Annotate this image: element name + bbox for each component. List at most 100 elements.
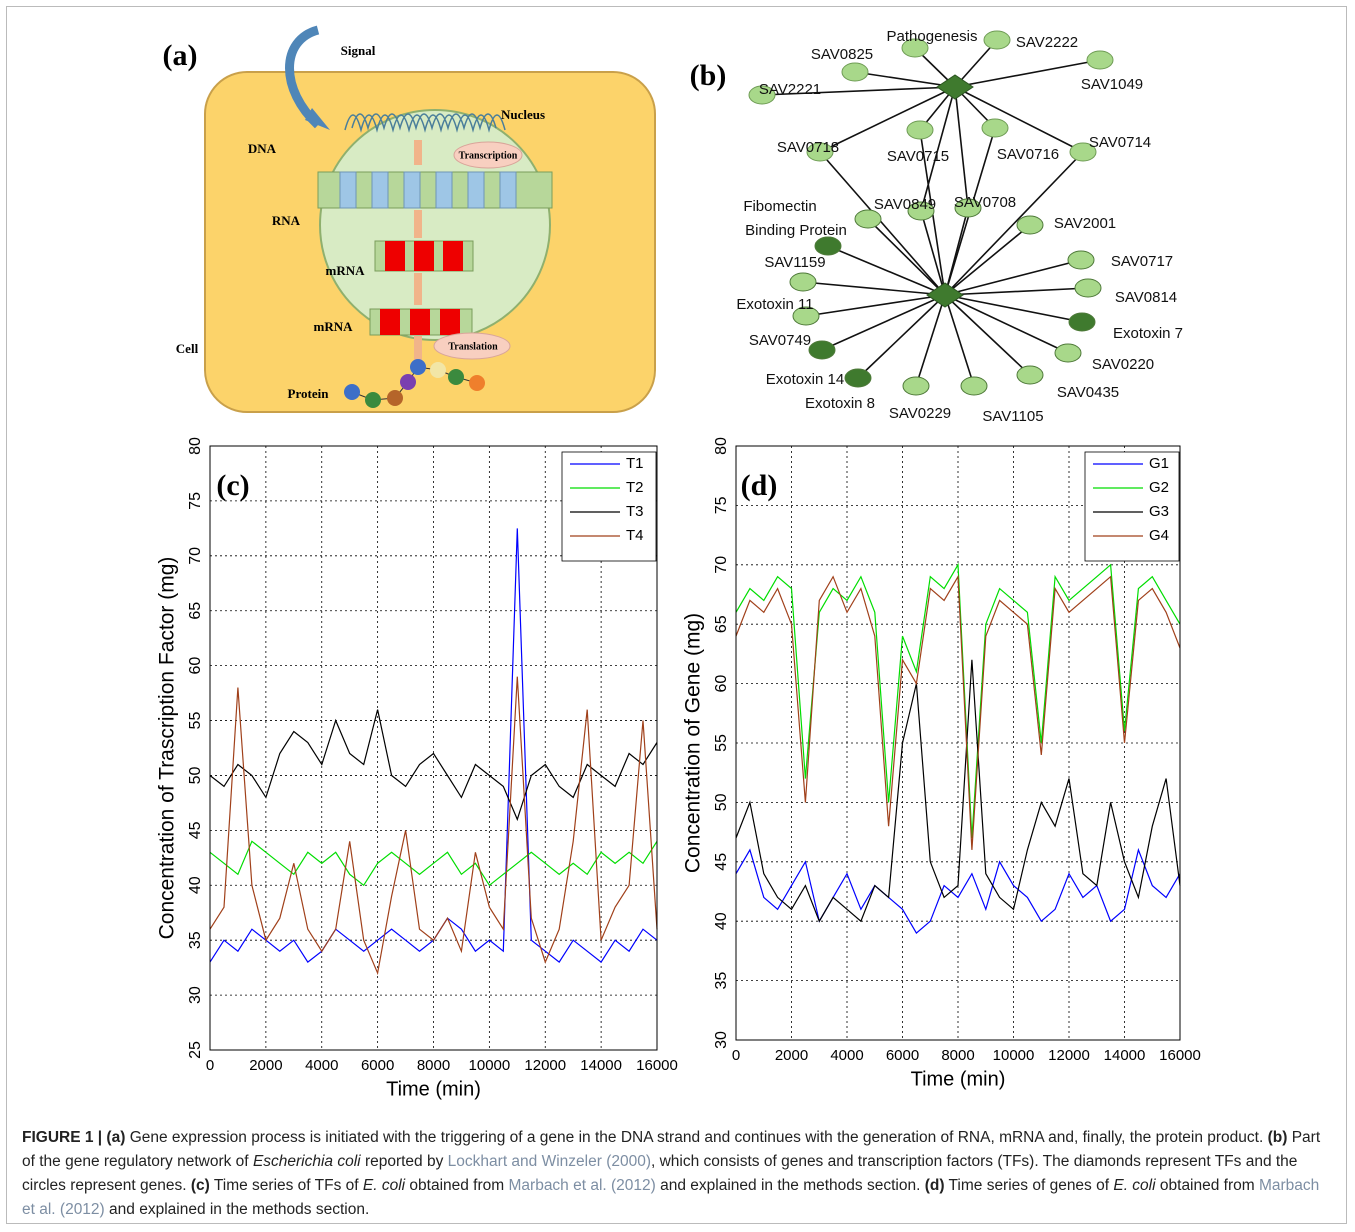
gene-node	[1074, 278, 1102, 298]
gene-node	[1067, 250, 1095, 270]
node-label: SAV2001	[1054, 215, 1116, 232]
gene-node	[954, 198, 982, 218]
y-axis-label: Concentration of Gene (mg)	[682, 613, 705, 873]
gene-node	[960, 376, 988, 396]
y-tick-label: 65	[187, 602, 204, 620]
series-line	[735, 847, 1181, 935]
network-edge	[944, 207, 969, 296]
rna-base	[339, 171, 357, 209]
transcription-cloud	[453, 141, 523, 169]
series-line	[735, 574, 1181, 850]
diagram-label: Nucleus	[501, 107, 545, 122]
codon	[440, 309, 460, 335]
node-label: SAV0708	[954, 194, 1016, 211]
amino-acid	[365, 392, 381, 408]
node-label: SAV0229	[889, 405, 951, 422]
caption-part: , which consists of genes and transcript…	[22, 1153, 1298, 1194]
x-tick-label: 8000	[941, 1047, 974, 1064]
panel-label: (a)	[163, 39, 198, 72]
series-line	[735, 659, 1181, 923]
y-tick-label: 65	[713, 615, 730, 633]
gene-node	[806, 142, 834, 162]
network-edge	[819, 86, 956, 153]
node-label: SAV0716	[997, 146, 1059, 163]
gene-node	[906, 120, 934, 140]
network-edge	[920, 86, 956, 212]
panel-a: (a) Signal Nucleus DNA Transcription RNA…	[163, 25, 656, 413]
panel-label: (b)	[690, 59, 727, 92]
diagram-label: Cell	[176, 341, 199, 356]
y-tick-label: 55	[713, 734, 730, 752]
caption-part: (d)	[924, 1177, 945, 1194]
x-tick-label: 0	[206, 1057, 214, 1074]
gene-node	[1016, 215, 1044, 235]
codon	[380, 309, 400, 335]
network-edge	[867, 218, 946, 296]
node-label: SAV0814	[1115, 289, 1177, 306]
citation-link[interactable]: Marbach et al. (2012)	[22, 1177, 1320, 1218]
citation-link[interactable]: Marbach et al. (2012)	[508, 1177, 656, 1194]
x-tick-label: 12000	[524, 1057, 566, 1074]
rna-strand	[317, 171, 553, 209]
codon	[443, 241, 463, 271]
network-edge	[954, 86, 969, 209]
amino-acid	[448, 369, 464, 385]
series-line	[209, 676, 658, 976]
legend-label: T1	[626, 455, 644, 472]
y-tick-label: 40	[713, 912, 730, 930]
x-tick-label: 14000	[580, 1057, 622, 1074]
amino-acid	[387, 390, 403, 406]
codon	[410, 309, 430, 335]
y-tick-label: 40	[187, 876, 204, 894]
x-tick-label: 4000	[830, 1047, 863, 1064]
x-tick-label: 10000	[993, 1047, 1035, 1064]
node-label: Exotoxin 7	[1113, 325, 1183, 342]
citation-link[interactable]: Lockhart and Winzeler (2000)	[447, 1153, 651, 1170]
node-label: SAV2221	[759, 81, 821, 98]
network-edge	[944, 294, 975, 387]
legend-label: G4	[1149, 527, 1169, 544]
network-edge	[944, 151, 1084, 296]
line-chart: 25 30 35 40 45 50 55 60 65 70 75 80 0 2000 4000 6000 800…	[156, 437, 678, 1100]
x-tick-label: 2000	[775, 1047, 808, 1064]
diagram-label: mRNA	[314, 319, 354, 334]
network-edge	[920, 210, 946, 296]
gene-node	[1054, 343, 1082, 363]
rna-base	[403, 171, 421, 209]
gene-node	[1069, 142, 1097, 162]
gene-node	[1086, 50, 1114, 70]
gene-node	[854, 209, 882, 229]
caption-part: obtained from	[409, 1177, 505, 1194]
y-tick-label: 45	[713, 853, 730, 871]
signal-arrow	[285, 25, 322, 129]
panel-b: (b) Pathogenesis SAV2222 SAV0825 SAV1049 SAV…	[690, 28, 1183, 425]
diagram-label: DNA	[248, 141, 277, 156]
diagram-label: Protein	[288, 386, 330, 401]
amino-acid	[469, 375, 485, 391]
legend-label: G3	[1149, 503, 1169, 520]
node-label: Exotoxin 11	[736, 296, 813, 313]
network-edge	[954, 59, 1101, 88]
y-tick-label: 35	[713, 972, 730, 990]
node-label: SAV0849	[874, 196, 936, 213]
figure-frame	[6, 6, 1347, 1224]
caption-part: and explained in the methods section.	[109, 1201, 370, 1218]
y-tick-label: 70	[187, 547, 204, 565]
network-edge	[821, 294, 946, 351]
y-tick-label: 30	[713, 1031, 730, 1049]
line-chart: 30 35 40 45 50 55 60 65 70 75 80 0 2000 4000 6000 8000 1…	[682, 437, 1201, 1090]
diagram-label: Signal	[341, 43, 376, 58]
x-tick-label: 4000	[305, 1057, 338, 1074]
node-label: SAV0825	[811, 46, 873, 63]
network-edge	[915, 294, 946, 387]
legend-label: T3	[626, 503, 644, 520]
translation-cloud	[433, 332, 511, 360]
node-label: SAV0749	[749, 332, 811, 349]
node-label: SAV1159	[764, 254, 825, 271]
x-axis-label: Time (min)	[386, 1078, 481, 1100]
gene-node	[902, 376, 930, 396]
node-label: SAV0717	[1111, 253, 1173, 270]
series-line	[209, 840, 658, 887]
network-edge	[944, 287, 1089, 296]
